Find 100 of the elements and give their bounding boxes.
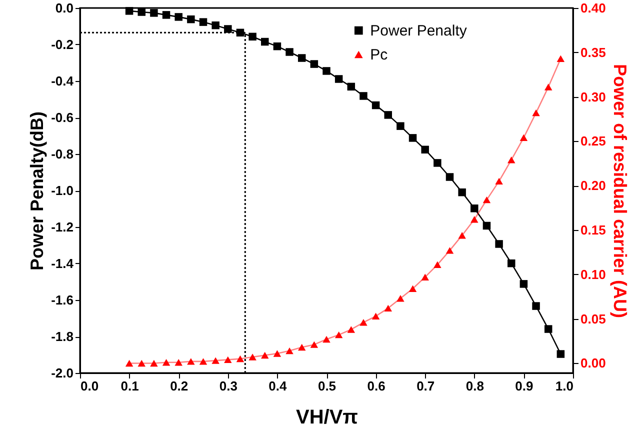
x-tick-label: 0.3 — [219, 378, 238, 394]
point — [396, 122, 404, 130]
point — [470, 216, 478, 223]
point — [298, 344, 306, 351]
x-tick-label: 0.0 — [80, 378, 99, 394]
point — [495, 178, 503, 185]
x-tick-label: 1.0 — [555, 378, 574, 394]
point — [187, 15, 195, 24]
y-tick-label: -1.0 — [51, 183, 74, 198]
x-tick-label: 0.5 — [318, 378, 336, 394]
y2-tick-label: 0.00 — [580, 356, 606, 371]
point — [138, 8, 146, 16]
point — [273, 42, 282, 50]
point — [150, 360, 158, 367]
point — [236, 355, 244, 362]
point — [532, 302, 540, 310]
point — [384, 111, 392, 119]
y-tick-label: -0.4 — [51, 74, 74, 88]
point — [286, 347, 294, 354]
point — [347, 326, 356, 333]
legend-label: Pc — [370, 46, 388, 64]
point — [261, 352, 269, 359]
y2-tick-label: 0.15 — [580, 222, 606, 238]
point — [347, 82, 356, 91]
point — [556, 350, 565, 358]
point — [334, 331, 343, 338]
x-axis-title: VH/Vπ — [296, 406, 358, 428]
point — [224, 356, 232, 364]
y-tick-label: 0.0 — [55, 0, 74, 16]
x-tick-label: 0.4 — [268, 378, 288, 394]
point — [125, 360, 134, 367]
point — [508, 259, 516, 268]
point — [212, 357, 220, 364]
point — [273, 350, 282, 357]
point — [434, 261, 442, 268]
point — [162, 358, 170, 366]
x-tick-label: 0.2 — [170, 378, 188, 394]
point — [138, 360, 146, 367]
point — [322, 336, 330, 343]
point — [384, 304, 392, 312]
point — [212, 21, 220, 30]
point — [162, 11, 170, 19]
point — [187, 358, 195, 365]
point — [310, 60, 318, 68]
y2-tick-label: 0.25 — [580, 134, 606, 149]
point — [520, 134, 528, 142]
point — [556, 55, 565, 62]
y2-tick-label: 0.05 — [580, 311, 606, 326]
y-tick-label: -0.2 — [51, 37, 74, 52]
point — [544, 84, 552, 90]
point — [334, 75, 343, 83]
point — [520, 280, 528, 288]
point — [199, 358, 208, 365]
y-tick-label: -1.8 — [51, 329, 74, 344]
x-tick-label: 0.8 — [466, 378, 484, 394]
legend-label: Power Penalty — [370, 22, 468, 40]
y-tick-label: -1.6 — [51, 292, 74, 308]
point — [532, 109, 540, 116]
point — [408, 134, 417, 142]
y2-tick-label: 0.10 — [580, 266, 606, 282]
point — [261, 38, 269, 46]
point — [248, 32, 256, 41]
point — [199, 18, 208, 26]
y2-tick-label: 0.20 — [580, 178, 606, 194]
point — [298, 54, 306, 62]
point — [434, 159, 442, 167]
y2-tick-label: 0.40 — [580, 0, 606, 16]
point — [310, 341, 318, 348]
point — [174, 13, 182, 21]
y-tick-label: -0.8 — [51, 146, 74, 162]
y-tick-label: -2.0 — [51, 366, 74, 380]
point — [174, 358, 182, 366]
x-tick-label: 0.7 — [416, 378, 435, 394]
point — [360, 92, 368, 100]
y2-axis-title: Power of residual carrier (AU) — [610, 64, 630, 318]
x-tick-label: 0.1 — [120, 378, 139, 394]
y2-tick-label: 0.30 — [580, 89, 606, 104]
point — [372, 312, 380, 320]
point — [286, 48, 294, 56]
point — [224, 25, 232, 33]
point — [458, 188, 466, 196]
y-tick-label: -0.6 — [51, 110, 74, 125]
y-tick-label: -1.4 — [51, 256, 74, 271]
y-tick-label: -1.2 — [51, 220, 74, 234]
point — [360, 319, 368, 326]
point — [495, 240, 503, 248]
point — [470, 204, 478, 212]
point — [372, 101, 380, 110]
y2-tick-label: 0.35 — [580, 44, 606, 60]
x-tick-label: 0.6 — [367, 378, 386, 394]
point — [482, 222, 491, 230]
point — [322, 67, 330, 75]
y-axis-title: Power Penalty(dB) — [27, 111, 48, 271]
point — [482, 196, 491, 204]
point — [150, 9, 158, 17]
point — [544, 325, 552, 333]
point — [408, 285, 417, 292]
point — [396, 295, 404, 302]
x-tick-label: 0.9 — [515, 378, 534, 394]
point — [446, 173, 454, 181]
